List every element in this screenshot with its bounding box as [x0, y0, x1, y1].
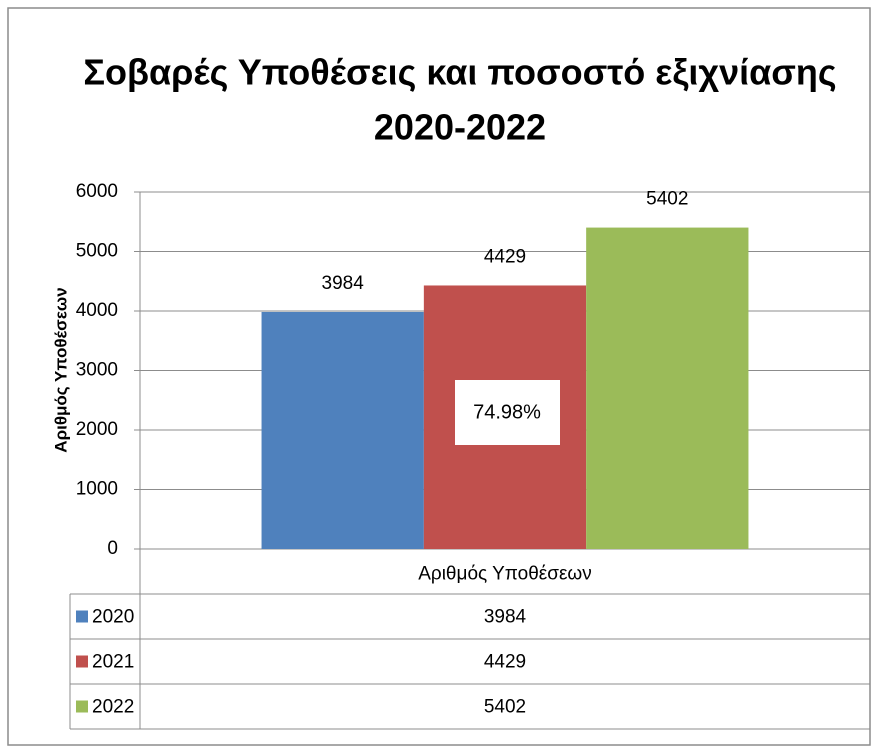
data-label: 4429	[484, 246, 526, 267]
chart-subtitle: 2020-2022	[374, 107, 546, 148]
y-axis-label: Αριθμός Υποθέσεων	[51, 287, 70, 452]
y-tick-label: 0	[107, 538, 118, 559]
table-category: Αριθμός Υποθέσεων	[418, 564, 592, 585]
table-value: 5402	[484, 697, 526, 718]
chart-title: Σοβαρές Υποθέσεις και ποσοστό εξιχνίασης	[83, 52, 836, 93]
bar	[586, 227, 749, 549]
y-tick-label: 1000	[76, 479, 118, 500]
data-label: 3984	[322, 273, 365, 294]
legend-label: 2021	[92, 652, 134, 673]
legend-swatch	[76, 700, 88, 713]
annotation: 74.98%	[473, 401, 541, 423]
data-label: 5402	[646, 189, 688, 210]
y-tick-label: 5000	[76, 241, 118, 262]
y-tick-label: 6000	[76, 181, 118, 202]
annotation-box	[455, 380, 560, 445]
legend-label: 2020	[92, 607, 134, 628]
legend-swatch	[76, 610, 88, 623]
y-tick-label: 3000	[76, 360, 118, 381]
legend-swatch	[76, 655, 88, 668]
table-value: 4429	[484, 652, 526, 673]
y-tick-label: 2000	[76, 419, 118, 440]
y-tick-label: 4000	[76, 300, 118, 321]
table-value: 3984	[484, 607, 527, 628]
bar	[261, 311, 424, 549]
legend-label: 2022	[92, 697, 134, 718]
